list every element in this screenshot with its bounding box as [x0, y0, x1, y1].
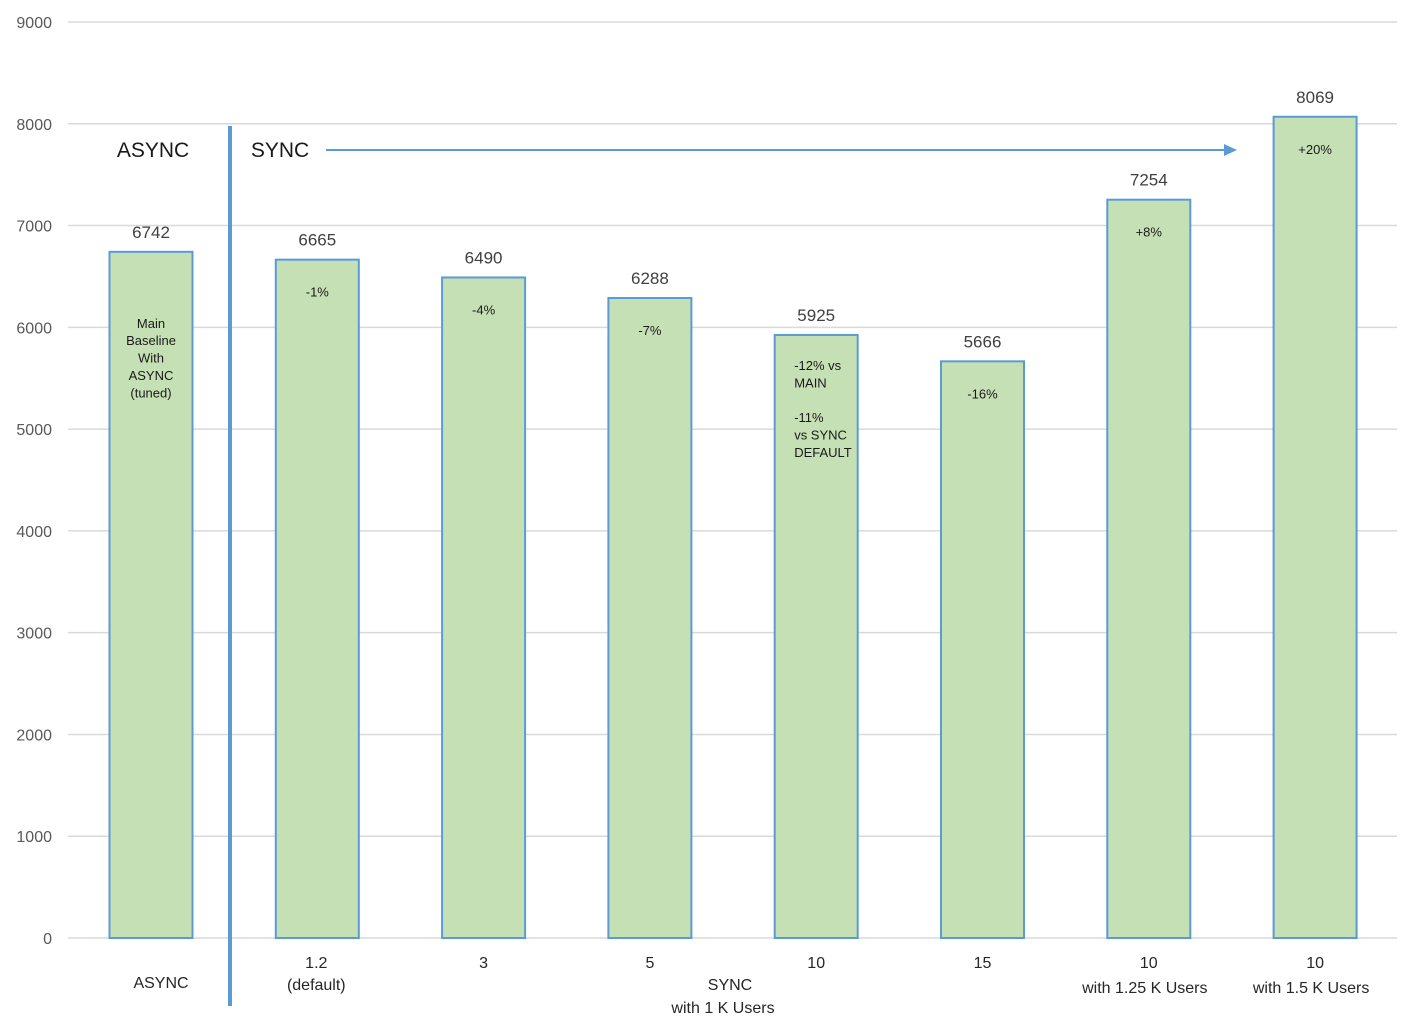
bar-annotation: -4% [472, 302, 496, 317]
bar-annotation: -1% [306, 285, 330, 300]
group-label-line-2: with 1 K Users [670, 1000, 774, 1017]
bars [108, 115, 1358, 940]
x-tick-label: 10 [1140, 955, 1158, 972]
bar-annotation: +8% [1136, 225, 1163, 240]
bar-annotation: -12% vs [794, 358, 841, 373]
y-tick-label: 5000 [16, 422, 52, 439]
x-tick-label: (default) [287, 977, 346, 994]
x-tick-label: with 1.5 K Users [1252, 980, 1369, 997]
y-tick-label: 0 [43, 931, 52, 948]
bar [441, 276, 527, 939]
bar [607, 297, 693, 939]
bar-annotation: -16% [967, 386, 998, 401]
x-tick-label: 1.2 [305, 955, 327, 972]
bar [274, 258, 360, 939]
bar-annotation: -7% [638, 323, 662, 338]
section-label-sync: SYNC [251, 139, 309, 162]
sync-arrow [326, 144, 1237, 156]
x-tick-label: 5 [645, 955, 654, 972]
bar-annotation: MAIN [794, 375, 827, 390]
x-tick-label: 10 [807, 955, 825, 972]
x-tick-label: 10 [1306, 955, 1324, 972]
x-tick-label: 15 [974, 955, 992, 972]
bar-annotation: (tuned) [130, 385, 171, 400]
data-label: 6742 [132, 223, 170, 242]
bar-annotations: Main Baseline With ASYNC (tuned) -1% -4% -7% -12… [126, 142, 1332, 460]
data-label: 6665 [298, 231, 336, 250]
y-tick-label: 1000 [16, 829, 52, 846]
data-label: 5666 [964, 332, 1002, 351]
data-label: 6490 [465, 248, 503, 267]
y-tick-label: 8000 [16, 117, 52, 134]
y-tick-label: 3000 [16, 626, 52, 643]
bar-annotation: DEFAULT [794, 445, 852, 460]
bar [108, 250, 194, 940]
bar-annotation: vs SYNC [794, 428, 847, 443]
y-tick-label: 9000 [16, 15, 52, 32]
bar-annotation: Baseline [126, 333, 176, 348]
y-tick-label: 7000 [16, 219, 52, 236]
bar-annotation: Main [137, 316, 165, 331]
data-label: 8069 [1296, 88, 1334, 107]
bar [1272, 115, 1358, 939]
x-tick-label: with 1.25 K Users [1081, 980, 1207, 997]
bar [1106, 198, 1192, 940]
sync-arrow-head [1224, 144, 1237, 156]
data-label: 5925 [797, 306, 835, 325]
y-tick-label: 2000 [16, 727, 52, 744]
y-tick-label: 4000 [16, 524, 52, 541]
value-labels: 6742 6665 6490 6288 5925 5666 7254 8069 [132, 88, 1334, 352]
group-label-line-1: SYNC [708, 977, 752, 994]
bar-annotation: -11% [794, 410, 824, 425]
section-label-async: ASYNC [117, 139, 189, 162]
x-tick-label: ASYNC [133, 975, 188, 992]
y-tick-label: 6000 [16, 320, 52, 337]
bar [940, 360, 1025, 940]
bar-annotation: +20% [1298, 142, 1332, 157]
x-axis-labels: ASYNC 1.2 (default) 3 5 10 15 10 with 1.25 K Use… [133, 955, 1369, 997]
bar-annotation: With [138, 351, 164, 366]
bar [773, 333, 859, 939]
y-axis-ticks: 0 1000 2000 3000 4000 5000 6000 7000 8000 9000 [16, 15, 52, 948]
bar-annotation: ASYNC [129, 368, 174, 383]
data-label: 7254 [1130, 171, 1168, 190]
x-tick-label: 3 [479, 955, 488, 972]
data-label: 6288 [631, 269, 669, 288]
